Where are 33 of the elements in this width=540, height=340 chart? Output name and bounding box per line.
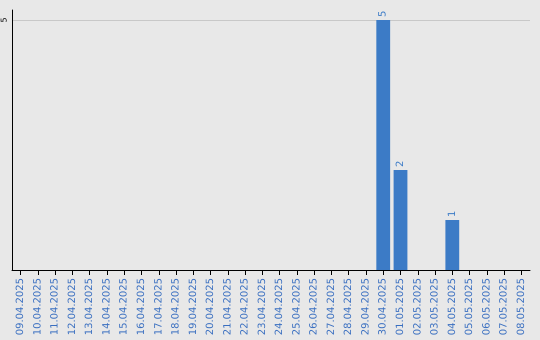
x-tick-label: 15.04.2025	[118, 278, 130, 336]
x-tick-label: 29.04.2025	[360, 278, 372, 336]
x-tick-label: 13.04.2025	[84, 278, 96, 336]
data-label: 1	[446, 210, 458, 217]
x-tick-label: 24.04.2025	[274, 278, 286, 336]
data-label: 2	[395, 160, 406, 167]
x-tick-label: 30.04.2025	[378, 278, 389, 336]
x-tick-label: 28.04.2025	[343, 278, 354, 336]
x-tick-label: 12.04.2025	[66, 278, 78, 336]
x-tick-label: 02.05.2025	[412, 278, 424, 336]
x-tick-label: 10.04.2025	[32, 278, 44, 336]
x-tick-label: 25.04.2025	[291, 278, 302, 336]
x-tick-label: 16.04.2025	[136, 278, 147, 336]
x-tick-label: 06.05.2025	[481, 278, 492, 336]
x-tick-label: 08.05.2025	[516, 278, 527, 336]
x-tick-label: 26.04.2025	[308, 278, 320, 336]
x-tick-label: 21.04.2025	[222, 278, 234, 336]
x-tick-label: 22.04.2025	[240, 278, 251, 336]
x-tick-label: 20.04.2025	[205, 278, 216, 336]
x-tick-label: 07.05.2025	[498, 278, 510, 336]
x-tick-label: 05.05.2025	[464, 278, 476, 336]
x-tick-label: 01.05.2025	[395, 278, 406, 336]
data-label: 5	[378, 10, 389, 17]
x-tick-label: 04.05.2025	[446, 278, 458, 336]
x-tick-label: 19.04.2025	[188, 278, 199, 336]
x-tick-label: 03.05.2025	[430, 278, 441, 336]
x-tick-label: 09.04.2025	[15, 278, 26, 336]
x-tick-label: 17.04.2025	[153, 278, 164, 336]
x-tick-label: 23.04.2025	[256, 278, 268, 336]
x-tick-label: 27.04.2025	[326, 278, 337, 336]
x-tick-label: 14.04.2025	[101, 278, 112, 336]
x-tick-label: 11.04.2025	[50, 278, 61, 336]
x-tick-label: 18.04.2025	[170, 278, 182, 336]
